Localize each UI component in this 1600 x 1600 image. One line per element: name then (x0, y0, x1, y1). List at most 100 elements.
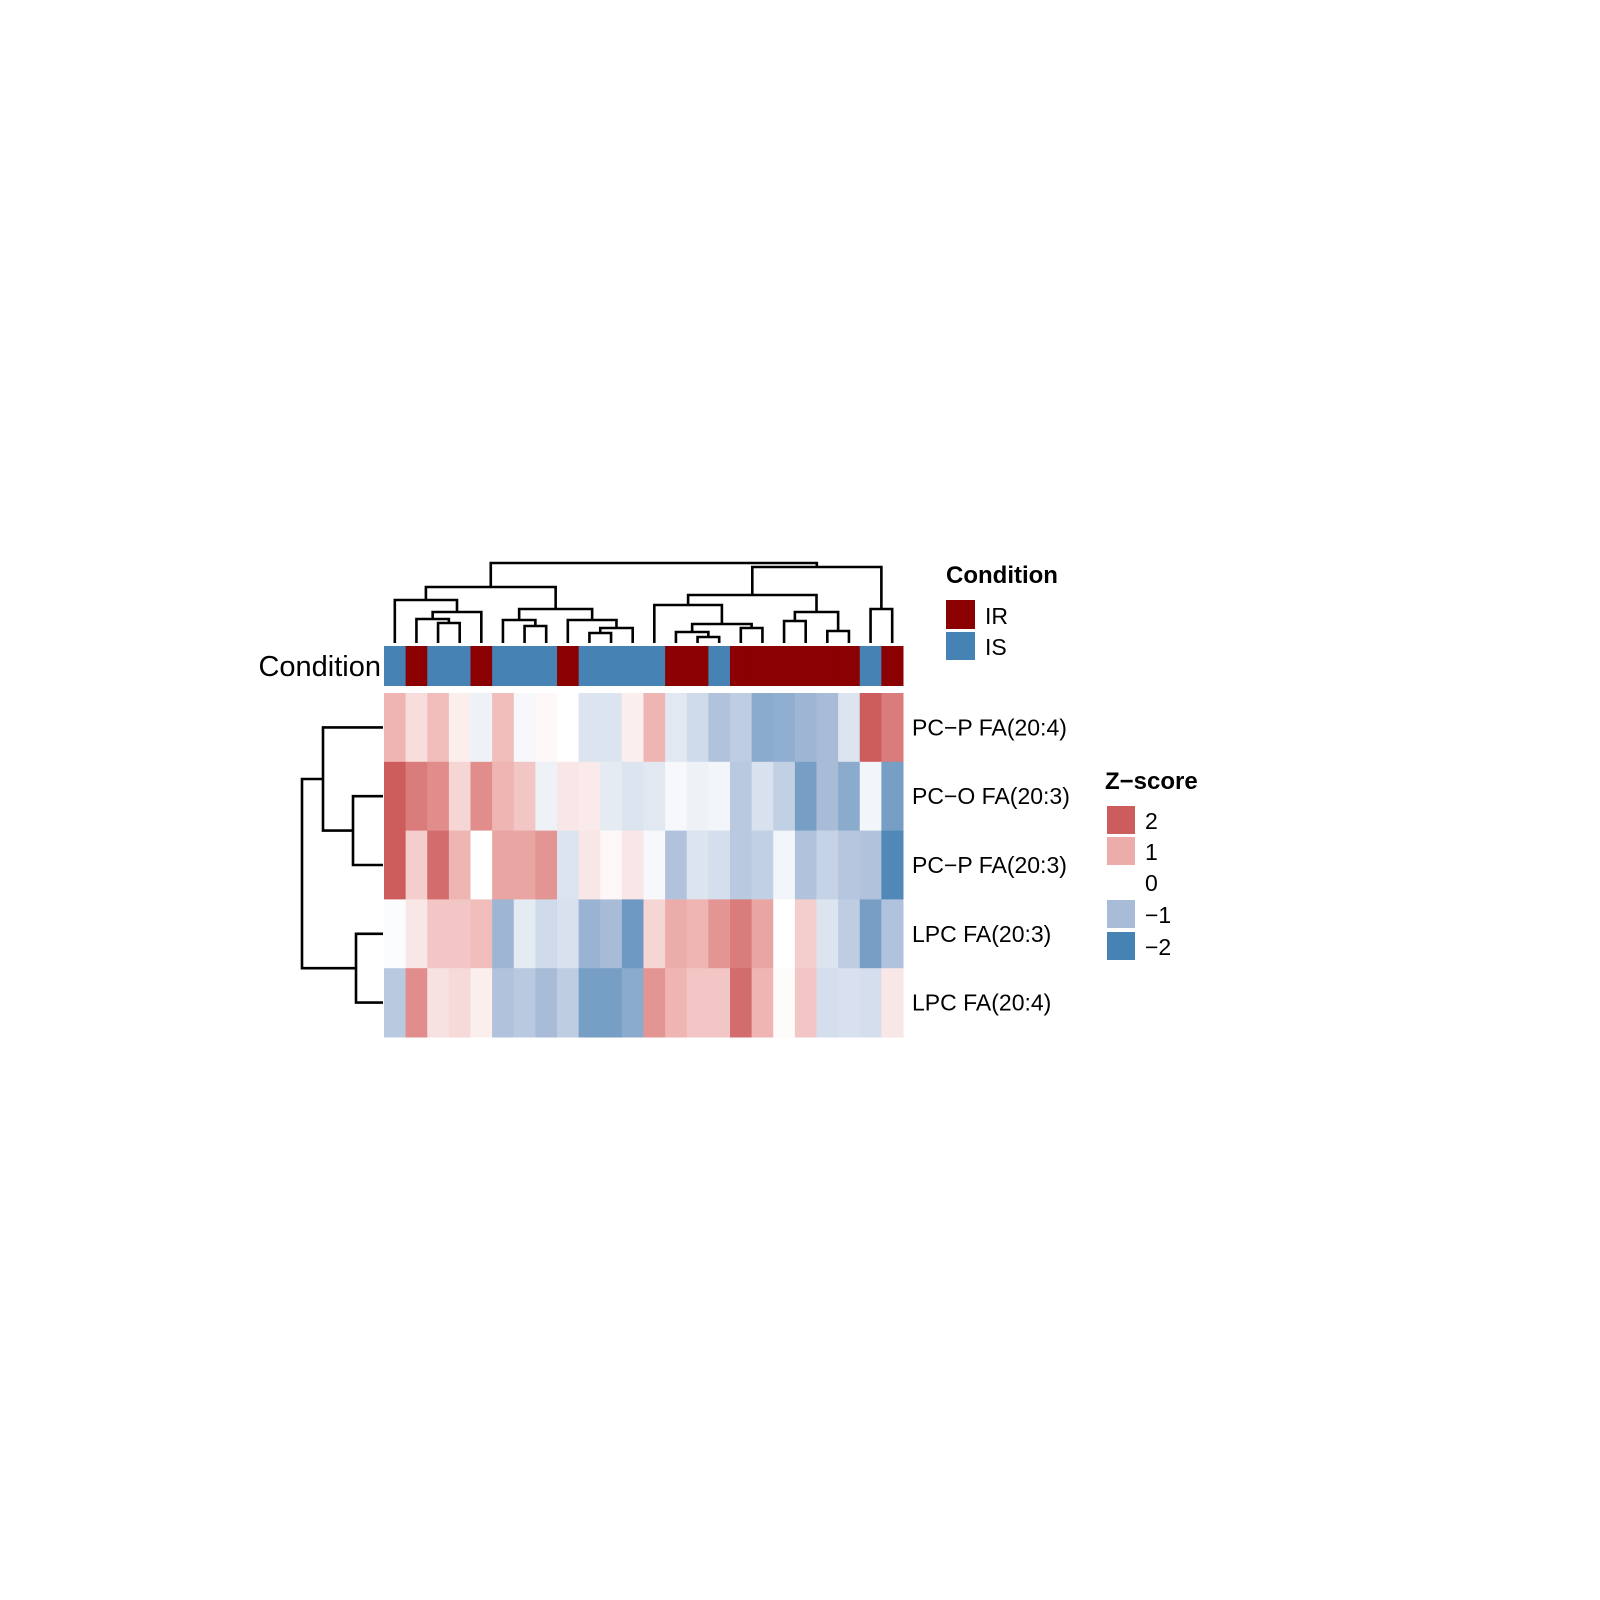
heatmap-cell (427, 968, 450, 1038)
heatmap-cell (881, 968, 904, 1038)
heatmap-cell (535, 693, 558, 763)
heatmap-cell (600, 761, 623, 832)
zscore-swatch (1107, 932, 1135, 960)
condition-cell-ir (730, 646, 753, 686)
row-label: PC−O FA(20:3) (912, 783, 1070, 809)
condition-cell-ir (557, 646, 580, 686)
heatmap-cell (838, 761, 861, 832)
heatmap-cell (665, 830, 688, 900)
dendrogram-branch (696, 635, 721, 643)
condition-cell-ir (751, 646, 774, 686)
heatmap-cell (492, 899, 515, 969)
heatmap-cell (686, 830, 709, 900)
heatmap-cells (384, 693, 904, 1038)
heatmap-cell (751, 693, 774, 763)
dendrogram-branch (424, 585, 557, 609)
condition-cell-is (427, 646, 450, 686)
row-label: PC−P FA(20:4) (912, 714, 1067, 740)
dendrogram-branch (588, 631, 613, 643)
heatmap-cell (794, 968, 817, 1038)
condition-cell-is (535, 646, 558, 686)
heatmap-cell (448, 693, 471, 763)
heatmap-cell (794, 761, 817, 832)
legend-swatch-ir (946, 600, 975, 629)
heatmap-cell (794, 693, 817, 763)
dendrogram-branch (501, 618, 537, 643)
heatmap-cell (881, 761, 904, 832)
heatmap-cell (470, 693, 493, 763)
condition-cell-is (708, 646, 731, 686)
heatmap-cell (513, 968, 536, 1038)
column-dendrogram (393, 561, 894, 643)
dendrogram-branch (739, 626, 764, 643)
zscore-label: 0 (1145, 870, 1158, 896)
heatmap-cell (492, 761, 515, 832)
heatmap-cell (773, 761, 796, 832)
heatmap-cell (600, 899, 623, 969)
heatmap-cell (794, 899, 817, 969)
heatmap-cell (621, 761, 644, 832)
heatmap-cell (384, 761, 407, 832)
row-dendrogram (300, 726, 383, 1004)
zscore-legend: Z−score 2 1 0 −1 −2 (1105, 768, 1198, 960)
dendrogram-branch (489, 561, 819, 587)
heatmap-cell (751, 761, 774, 832)
dendrogram-branch (436, 621, 461, 643)
heatmap-cell (600, 693, 623, 763)
condition-cell-ir (773, 646, 796, 686)
heatmap-cell (665, 968, 688, 1038)
heatmap-cell (557, 899, 580, 969)
condition-legend-title: Condition (946, 562, 1058, 589)
annotation-label: Condition (258, 651, 381, 683)
heatmap-cell (643, 693, 666, 763)
heatmap-cell (773, 693, 796, 763)
row-label: PC−P FA(20:3) (912, 852, 1067, 878)
heatmap-cell (492, 830, 515, 900)
heatmap-cell (470, 968, 493, 1038)
heatmap-cell (708, 693, 731, 763)
heatmap-cell (838, 899, 861, 969)
heatmap-cell (448, 761, 471, 832)
heatmap-cell (838, 968, 861, 1038)
heatmap-cell (751, 899, 774, 969)
dendrogram-branch (598, 626, 634, 643)
heatmap-cell (513, 761, 536, 832)
zscore-label: −1 (1145, 902, 1171, 928)
condition-cell-ir (838, 646, 861, 686)
condition-annotation-bar (384, 646, 904, 686)
heatmap-cell (621, 899, 644, 969)
condition-cell-ir (470, 646, 493, 686)
zscore-label: 2 (1145, 808, 1158, 834)
heatmap-cell (708, 968, 731, 1038)
heatmap-cell (859, 693, 882, 763)
heatmap-cell (708, 899, 731, 969)
condition-cell-is (578, 646, 601, 686)
heatmap-cell (384, 830, 407, 900)
heatmap-cell (730, 830, 753, 900)
heatmap-cell (665, 899, 688, 969)
row-label: LPC FA(20:4) (912, 990, 1051, 1016)
heatmap-cell (535, 830, 558, 900)
zscore-legend-title: Z−score (1105, 768, 1198, 795)
heatmap-cell (405, 693, 428, 763)
heatmap-cell (816, 830, 839, 900)
dendrogram-branch (354, 932, 383, 1004)
heatmap-cell (513, 830, 536, 900)
heatmap-cell (816, 761, 839, 832)
heatmap-cell (578, 899, 601, 969)
heatmap-cell (665, 761, 688, 832)
condition-cell-is (492, 646, 515, 686)
heatmap-cell (427, 693, 450, 763)
heatmap-cell (665, 693, 688, 763)
heatmap-cell (578, 830, 601, 900)
condition-cell-is (643, 646, 666, 686)
dendrogram-branch (300, 777, 356, 970)
condition-cell-ir (405, 646, 428, 686)
condition-cell-ir (665, 646, 688, 686)
heatmap-cell (621, 830, 644, 900)
heatmap-cell (859, 761, 882, 832)
condition-cell-is (513, 646, 536, 686)
condition-legend: Condition IR IS (946, 562, 1058, 660)
heatmap-cell (470, 761, 493, 832)
